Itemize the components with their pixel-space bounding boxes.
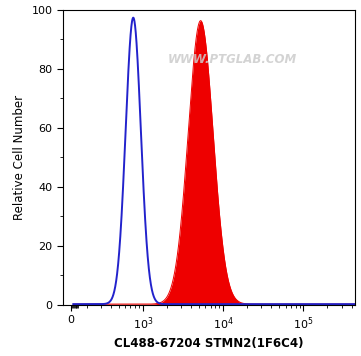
X-axis label: CL488-67204 STMN2(1F6C4): CL488-67204 STMN2(1F6C4) xyxy=(114,337,304,350)
Text: WWW.PTGLAB.COM: WWW.PTGLAB.COM xyxy=(168,53,297,66)
Y-axis label: Relative Cell Number: Relative Cell Number xyxy=(13,95,26,220)
